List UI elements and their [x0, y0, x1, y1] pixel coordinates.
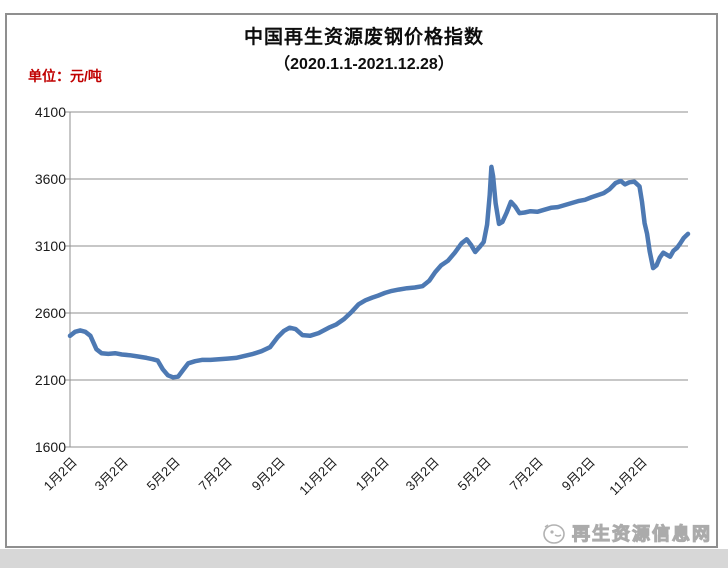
- y-tick-label: 3600: [34, 171, 66, 187]
- price-index-series-line: [67, 164, 691, 380]
- watermark-text: 再生资源信息网: [572, 524, 712, 545]
- y-tick-label: 1600: [34, 439, 66, 455]
- page-title: 中国再生资源废钢价格指数: [243, 27, 484, 48]
- bottom-gray-strip: [0, 549, 728, 568]
- y-tick-label: 2600: [34, 305, 66, 321]
- y-tick-label: 3100: [34, 238, 66, 254]
- chart-frame: [5, 13, 718, 548]
- y-tick-label: 4100: [34, 104, 66, 120]
- y-axis-unit-label: 单位：元/吨: [28, 68, 102, 84]
- watermark: 再生资源信息网: [541, 520, 712, 546]
- chart-date-range: （2020.1.1-2021.12.28）: [274, 56, 454, 73]
- y-tick-label: 2100: [34, 372, 66, 388]
- site-logo-icon: [543, 524, 565, 544]
